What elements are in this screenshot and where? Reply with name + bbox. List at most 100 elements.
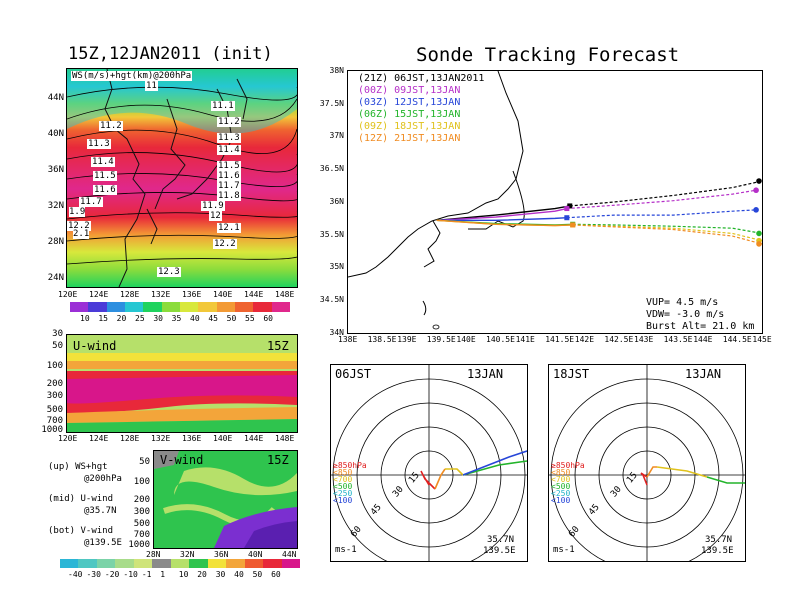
v-wind-x-tick: 36N <box>214 550 229 559</box>
tracking-legend-row: (21Z) 06JST,13JAN2011 <box>358 73 484 84</box>
contour-label: 12.2 <box>67 221 91 231</box>
tracking-legend-row: (12Z) 21JST,13JAN <box>358 133 460 144</box>
track-line-dashed <box>572 223 762 235</box>
v-wind-y-tick: 100 <box>133 477 150 487</box>
tracking-legend-row: (03Z) 12JST,13JAN <box>358 97 460 108</box>
u-wind-time: 15Z <box>267 339 289 353</box>
contour-label: 11.2 <box>99 121 123 131</box>
u-wind-x-tick: 140E <box>213 434 233 443</box>
tracking-legend-row: (00Z) 09JST,13JAN <box>358 85 460 96</box>
left-title: 15Z,12JAN2011 (init) <box>68 44 273 64</box>
track-line-solid <box>436 207 567 222</box>
u-wind-panel: U-wind 15Z <box>66 334 298 433</box>
u-wind-y-tick: 700 <box>46 416 63 426</box>
map-colorbar-swatch <box>143 302 162 312</box>
v-wind-y-tick: 200 <box>133 495 150 505</box>
landing-marker <box>756 241 762 247</box>
right-title: Sonde Tracking Forecast <box>416 44 680 66</box>
burst-marker <box>564 215 570 221</box>
launch-time: 21JST,13JAN <box>394 133 461 144</box>
track-line-solid <box>436 205 570 222</box>
map-colorbar-tick: 15 <box>98 314 108 323</box>
tracking-map: (21Z) 06JST,13JAN2011 (00Z) 09JST,13JAN (03Z… <box>347 70 763 334</box>
hodo-date: 13JAN <box>685 367 722 381</box>
u-wind-y-tick: 300 <box>46 391 63 401</box>
tracking-lon-tick: 144.5E <box>722 335 752 344</box>
v-wind-x-tick: 44N <box>282 550 297 559</box>
u-wind-y-tick: 30 <box>52 329 63 339</box>
bottom-colorbar-swatch <box>189 559 208 568</box>
u-wind-y-tick: 100 <box>46 361 63 371</box>
hodo-legend-item: <700 <box>551 475 571 484</box>
launch-code: (00Z) <box>358 85 389 96</box>
bottom-colorbar-swatch <box>207 559 227 568</box>
hodograph-right: 18JST 13JAN ms-1 35.7N 139.5E 15 30 45 60 ≥850hPa… <box>548 364 746 562</box>
vup-label: VUP= 4.5 m/s <box>646 297 719 308</box>
hodo-legend-item: <100 <box>333 496 353 505</box>
contour-label: 11.7 <box>79 197 103 207</box>
track-line-dashed <box>566 209 757 219</box>
map-colorbar-swatch <box>198 302 217 312</box>
hodograph-trace <box>706 476 745 484</box>
tracking-lat-tick: 35N <box>329 262 344 272</box>
hodograph-svg <box>331 365 527 561</box>
bottom-colorbar-swatch <box>96 559 116 568</box>
hodo-legend-item: <850 <box>551 468 571 477</box>
launch-code: (03Z) <box>358 97 389 108</box>
u-wind-x-tick: 136E <box>182 434 202 443</box>
tracking-lat-tick: 37.5N <box>319 98 344 108</box>
map-colorbar-swatch <box>125 302 144 312</box>
u-wind-x-tick: 132E <box>151 434 171 443</box>
hodograph-trace <box>462 450 527 476</box>
hodo-lon: 139.5E <box>701 546 734 556</box>
hodo-legend-item: <500 <box>333 482 353 491</box>
contour-label: 11.9 <box>201 201 225 211</box>
tracking-lon-tick: 138E <box>338 335 358 344</box>
map-panel-label: WS(m/s)+hgt(km)@200hPa <box>71 71 193 81</box>
tracking-lat-tick: 35.5N <box>319 229 344 239</box>
hodograph-left: 06JST 13JAN ms-1 35.7N 139.5E 15 30 45 60 ≥850hPa… <box>330 364 528 562</box>
hodo-time: 18JST <box>553 367 590 381</box>
u-wind-svg <box>67 335 297 432</box>
map-lat-tick: 24N <box>47 273 64 283</box>
tracking-lon-tick: 140E <box>456 335 476 344</box>
hodograph-trace <box>640 472 648 486</box>
contour-label: 12.3 <box>157 267 181 277</box>
tracking-lat-tick: 34.5N <box>319 294 344 304</box>
hodograph-trace <box>434 468 446 490</box>
tracking-lon-tick: 141E <box>515 335 535 344</box>
hodograph-trace <box>420 470 436 490</box>
hodo-lat: 35.7N <box>487 535 515 545</box>
v-wind-label: V-wind <box>160 453 204 467</box>
contour-label: 11.1 <box>211 101 235 111</box>
burst-marker <box>564 206 570 212</box>
map-lon-tick: 140E <box>213 290 233 299</box>
bottom-colorbar-tick: 30 <box>215 570 226 579</box>
vdw-label: VDW= -3.0 m/s <box>646 309 725 320</box>
tracking-legend-row: (06Z) 15JST,13JAN <box>358 109 460 120</box>
map-colorbar-swatch <box>271 302 290 312</box>
map-colorbar-tick: 40 <box>190 314 200 323</box>
v-wind-y-tick: 500 <box>133 519 150 529</box>
hodograph-trace <box>646 466 657 478</box>
contour-label: 11.3 <box>87 139 111 149</box>
hodo-legend-item: <250 <box>333 489 353 498</box>
map-lon-tick: 132E <box>151 290 171 299</box>
track-line-dashed <box>572 224 762 245</box>
landing-marker <box>756 178 762 184</box>
hodo-legend-item: <700 <box>333 475 353 484</box>
u-wind-x-tick: 124E <box>89 434 109 443</box>
tracking-lon-tick: 144E <box>693 335 713 344</box>
legend-note: (mid) U-wind <box>48 494 114 504</box>
burst-marker <box>567 203 573 209</box>
contour-label: 11 <box>145 81 158 91</box>
map-colorbar-tick: 50 <box>226 314 237 323</box>
map-colorbar-tick: 30 <box>153 314 163 323</box>
hodo-legend-item: ≥850hPa <box>551 461 585 470</box>
map-colorbar-swatch <box>161 302 180 312</box>
hodo-lat: 35.7N <box>705 535 733 545</box>
contour-label: 11.2 <box>217 117 241 127</box>
contour-label: 11.4 <box>217 145 241 155</box>
hodo-unit: ms-1 <box>553 545 575 555</box>
contour-label: 11.6 <box>93 185 117 195</box>
